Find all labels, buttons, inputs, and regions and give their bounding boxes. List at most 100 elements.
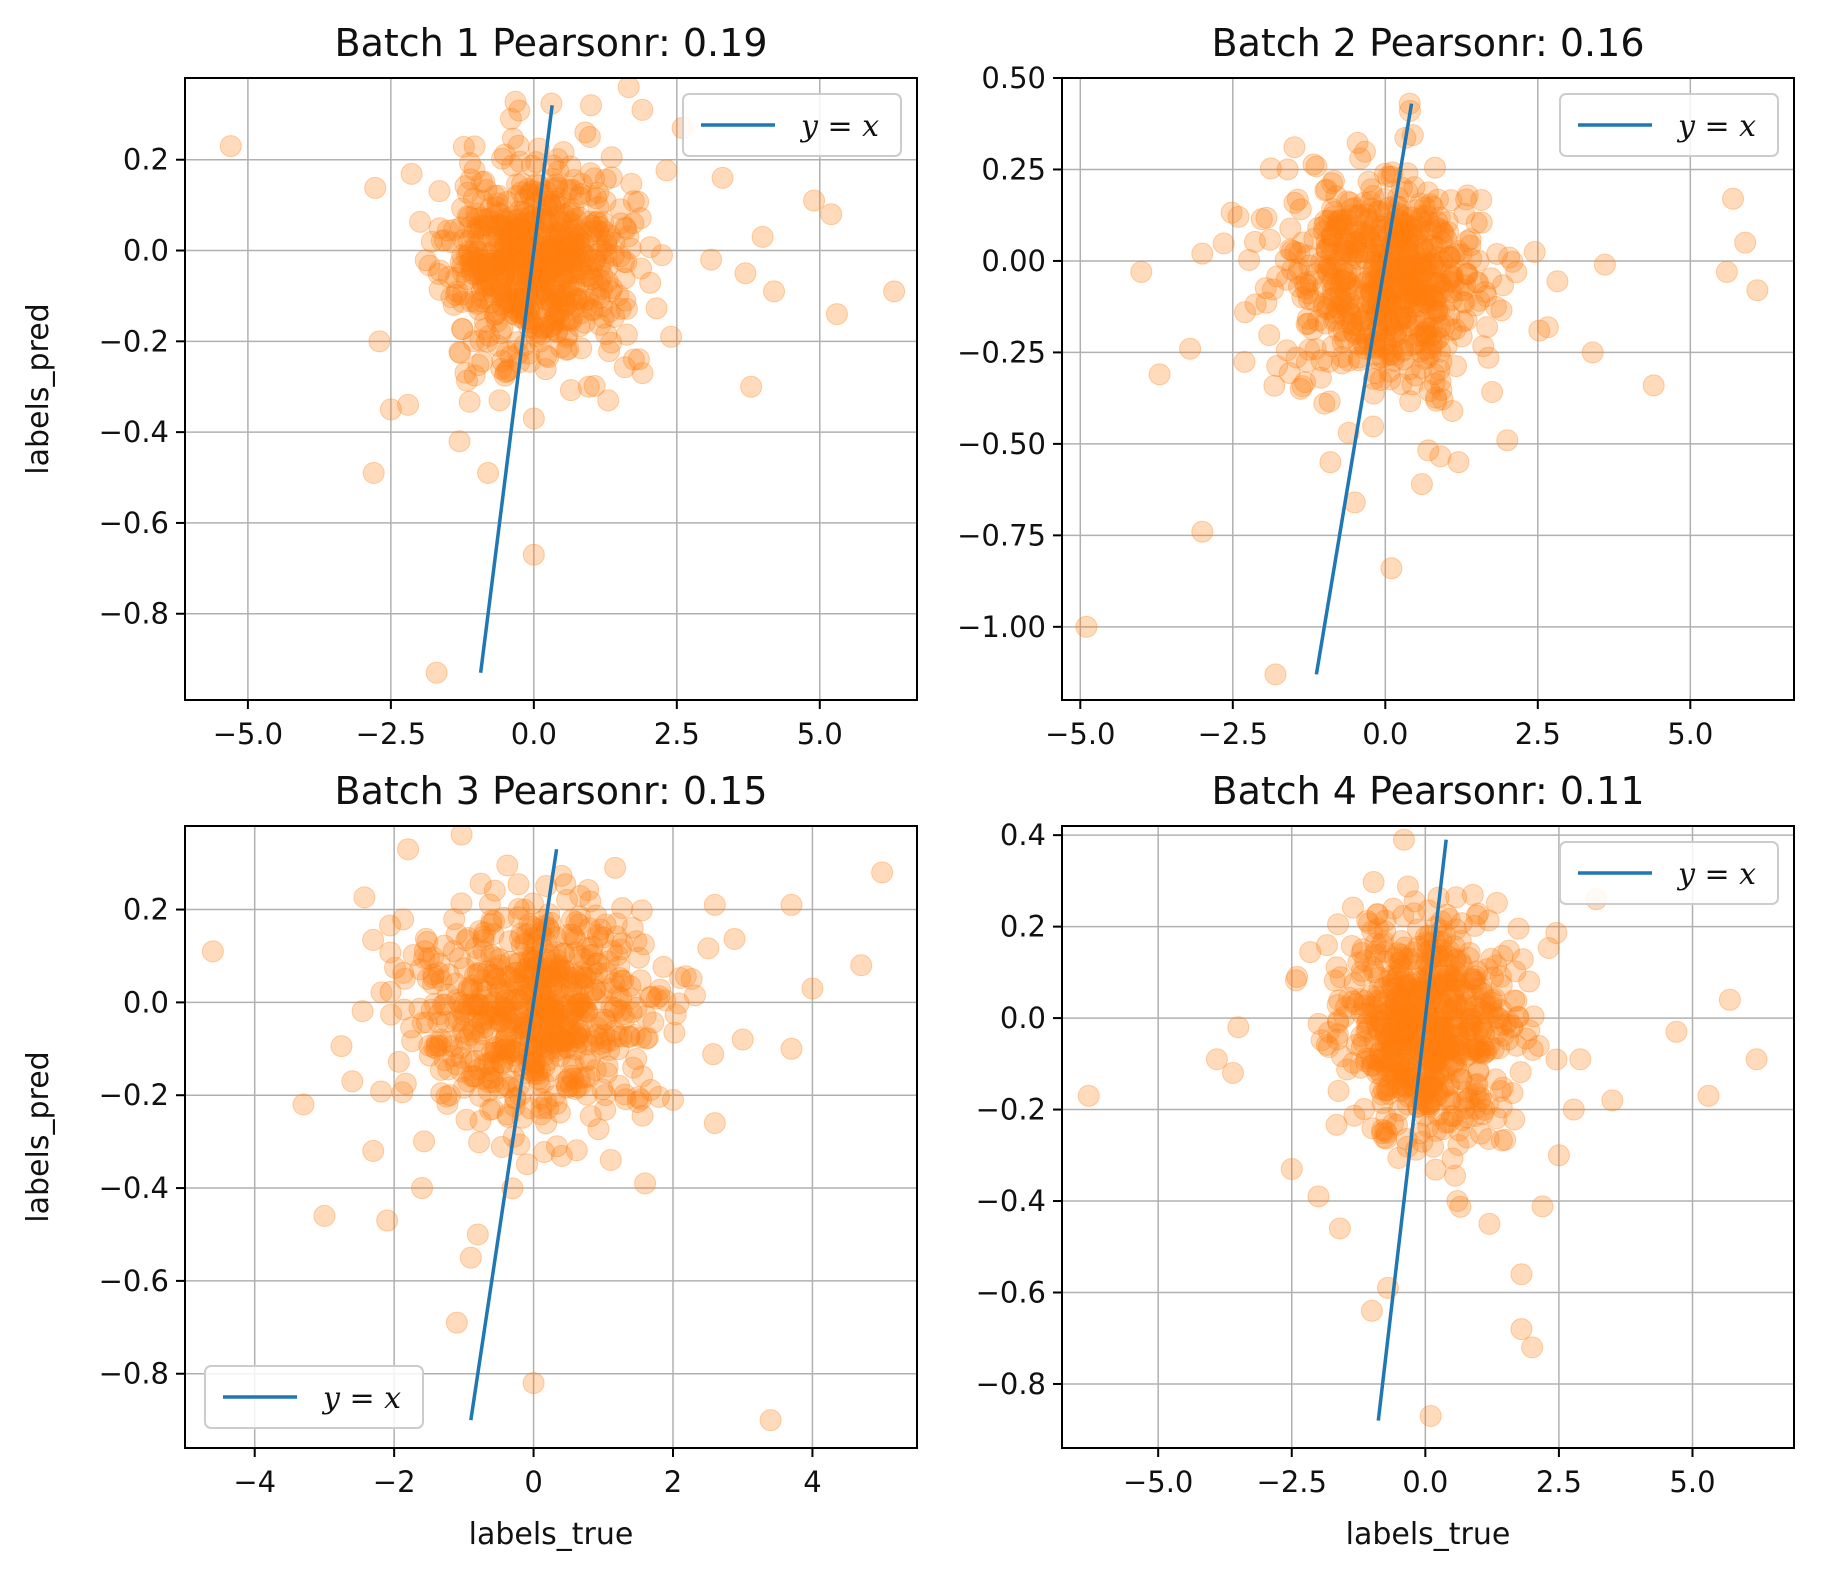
- scatter-point: [1450, 1068, 1473, 1091]
- scatter-point: [1381, 1018, 1404, 1041]
- scatter-point: [631, 1065, 654, 1088]
- scatter-point: [488, 251, 511, 274]
- scatter-point: [544, 941, 567, 964]
- scatter-point: [486, 334, 509, 357]
- scatter-point: [1234, 301, 1256, 324]
- scatter-point: [534, 358, 557, 381]
- scatter-point: [1395, 988, 1418, 1011]
- scatter-point: [1403, 291, 1426, 314]
- scatter-point: [1453, 979, 1476, 1002]
- scatter-point: [557, 275, 580, 298]
- scatter-point: [539, 239, 562, 262]
- scatter-point: [517, 342, 540, 365]
- scatter-point: [512, 974, 535, 997]
- scatter-point: [496, 341, 519, 364]
- scatter-point: [1399, 221, 1422, 244]
- scatter-point: [1255, 206, 1278, 229]
- scatter-point: [1329, 209, 1352, 232]
- scatter-point: [461, 974, 484, 997]
- scatter-point: [1285, 969, 1308, 992]
- scatter-point: [606, 944, 629, 967]
- scatter-point: [1415, 309, 1438, 332]
- scatter-point: [625, 996, 648, 1019]
- scatter-point: [501, 989, 524, 1012]
- scatter-point: [498, 254, 521, 277]
- scatter-point: [1421, 195, 1444, 218]
- scatter-point: [509, 217, 532, 240]
- scatter-point: [652, 955, 675, 978]
- scatter-point: [592, 306, 615, 329]
- scatter-point: [1336, 301, 1359, 324]
- scatter-point: [1358, 227, 1381, 250]
- scatter-point: [1395, 306, 1418, 329]
- scatter-point: [546, 1023, 569, 1046]
- scatter-point: [1397, 980, 1420, 1003]
- scatter-point: [620, 172, 643, 195]
- scatter-point: [556, 179, 579, 202]
- scatter-point: [1304, 263, 1327, 286]
- scatter-point: [449, 1037, 472, 1060]
- scatter-point: [1392, 828, 1415, 851]
- scatter-point: [1442, 1052, 1465, 1075]
- scatter-point: [1440, 288, 1463, 311]
- scatter-point: [587, 220, 610, 243]
- scatter-point: [466, 993, 489, 1016]
- scatter-point: [573, 1066, 596, 1089]
- scatter-point: [523, 1037, 546, 1060]
- scatter-point: [502, 238, 525, 261]
- scatter-point: [586, 1016, 609, 1039]
- scatter-point: [563, 982, 586, 1005]
- scatter-point: [558, 1022, 581, 1045]
- scatter-point: [1467, 1059, 1490, 1082]
- scatter-point: [594, 168, 617, 191]
- scatter-point: [545, 173, 568, 196]
- scatter-point: [486, 310, 509, 333]
- scatter-point: [537, 257, 560, 280]
- scatter-point: [561, 923, 584, 946]
- scatter-point: [1399, 989, 1422, 1012]
- scatter-point: [501, 154, 524, 177]
- scatter-point: [1377, 1027, 1400, 1050]
- scatter-point: [1428, 1013, 1451, 1036]
- scatter-point: [490, 284, 513, 307]
- scatter-point: [1315, 237, 1338, 260]
- scatter-point: [1451, 1109, 1474, 1132]
- scatter-point: [1424, 386, 1447, 409]
- scatter-point: [1385, 976, 1408, 999]
- scatter-point: [1314, 312, 1337, 335]
- scatter-point: [1413, 258, 1436, 281]
- scatter-point: [391, 1081, 414, 1104]
- scatter-point: [703, 1112, 726, 1135]
- scatter-point: [1377, 344, 1400, 367]
- scatter-point: [1296, 244, 1319, 267]
- scatter-point: [1367, 988, 1390, 1011]
- scatter-point: [519, 1097, 542, 1120]
- scatter-point: [475, 241, 498, 264]
- scatter-point: [1469, 1041, 1492, 1064]
- scatter-point: [492, 249, 515, 272]
- scatter-point: [1429, 272, 1452, 295]
- scatter-point: [1417, 317, 1440, 340]
- scatter-point: [1318, 209, 1341, 232]
- scatter-point: [1322, 169, 1345, 192]
- scatter-point: [1330, 213, 1353, 236]
- scatter-point: [513, 898, 536, 921]
- scatter-point: [1354, 1002, 1377, 1025]
- scatter-point: [539, 965, 562, 988]
- scatter-point: [1324, 275, 1347, 298]
- scatter-point: [456, 181, 479, 204]
- scatter-point: [546, 993, 569, 1016]
- scatter-point: [627, 946, 650, 969]
- scatter-point: [1423, 1058, 1446, 1081]
- scatter-point: [609, 297, 632, 320]
- batch-3-identity-line: [469, 848, 559, 1421]
- scatter-point: [341, 1070, 364, 1093]
- scatter-point: [458, 250, 481, 273]
- scatter-point: [459, 259, 482, 282]
- scatter-point: [370, 981, 393, 1004]
- batch-1-identity-line: [478, 105, 554, 673]
- scatter-point: [476, 269, 499, 292]
- scatter-point: [536, 196, 559, 219]
- scatter-point: [1424, 256, 1447, 279]
- scatter-point: [1333, 239, 1356, 262]
